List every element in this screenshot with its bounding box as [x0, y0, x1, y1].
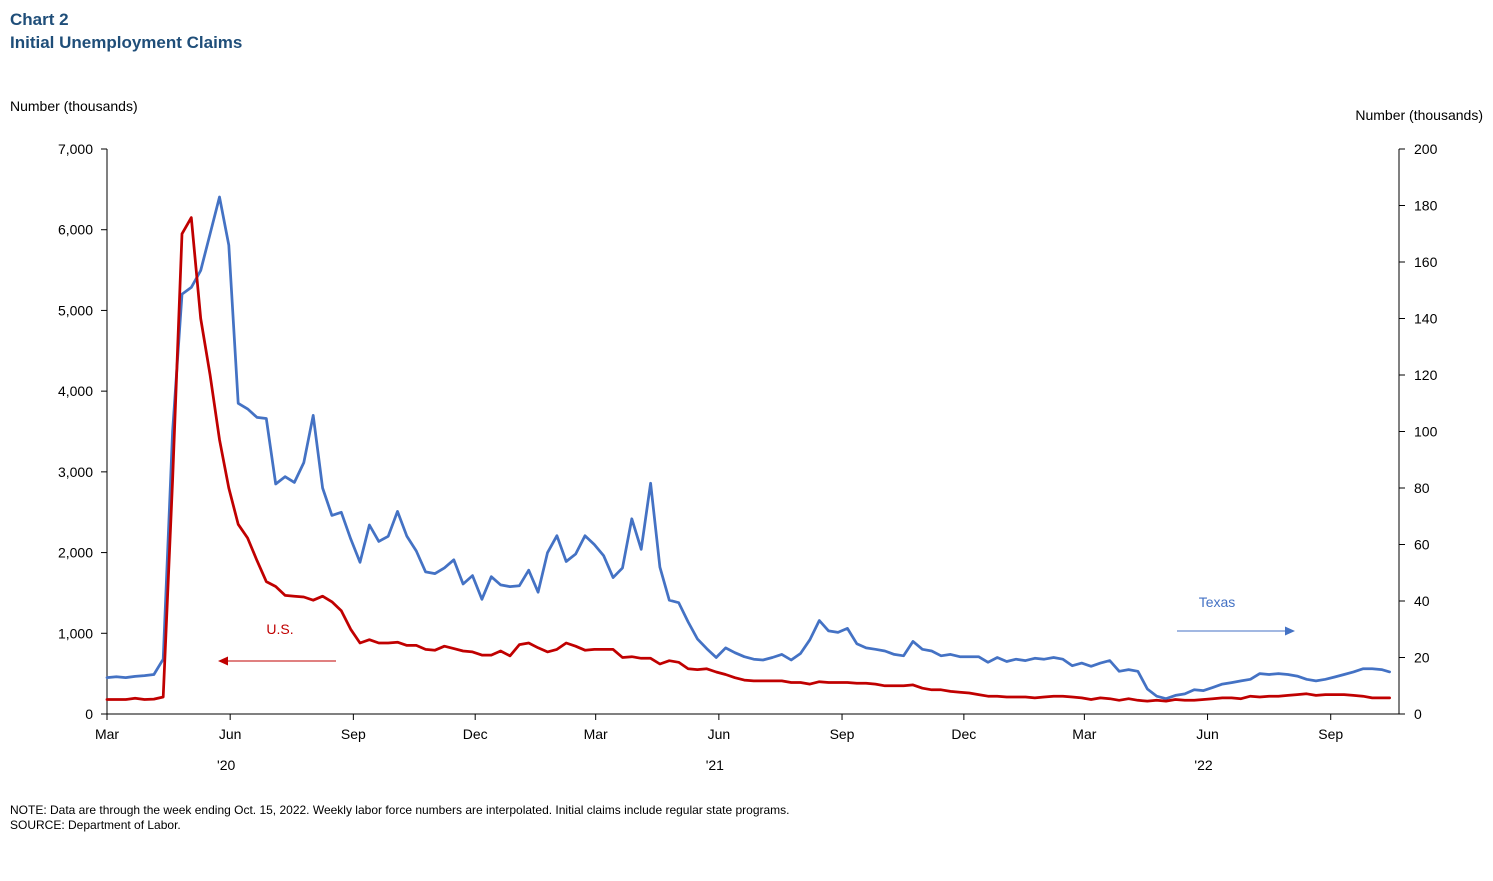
year-label: '20 [217, 757, 235, 773]
right-tick-label: 60 [1414, 537, 1430, 553]
us-arrow-head [218, 656, 228, 666]
left-axis-label: Number (thousands) [10, 98, 138, 114]
right-tick-label: 20 [1414, 650, 1430, 666]
footnote: NOTE: Data are through the week ending O… [10, 803, 790, 817]
texas-arrow-head [1285, 626, 1295, 636]
us-series-label: U.S. [266, 621, 293, 637]
right-tick-label: 140 [1414, 311, 1438, 327]
left-tick-label: 4,000 [58, 383, 93, 399]
x-tick-label: Dec [951, 726, 976, 742]
left-tick-label: 1,000 [58, 625, 93, 641]
left-tick-label: 0 [85, 706, 93, 722]
texas-series-label: Texas [1199, 594, 1236, 610]
year-label: '21 [706, 757, 724, 773]
annotations: U.S. Texas [218, 594, 1295, 666]
right-tick-label: 40 [1414, 593, 1430, 609]
right-tick-label: 200 [1414, 141, 1438, 157]
x-tick-label: Sep [830, 726, 855, 742]
right-tick-label: 100 [1414, 424, 1438, 440]
x-tick-label: Dec [463, 726, 488, 742]
series-lines [105, 195, 1391, 703]
x-tick-label: Sep [341, 726, 366, 742]
right-tick-label: 120 [1414, 367, 1438, 383]
chart-title: Initial Unemployment Claims [10, 33, 243, 52]
x-tick-label: Mar [1072, 726, 1096, 742]
left-tick-label: 2,000 [58, 545, 93, 561]
chart-number: Chart 2 [10, 10, 69, 29]
right-axis-label: Number (thousands) [1355, 107, 1483, 123]
x-tick-label: Jun [1196, 726, 1219, 742]
source-note: SOURCE: Department of Labor. [10, 818, 181, 832]
x-tick-label: Mar [95, 726, 119, 742]
x-tick-label: Sep [1318, 726, 1343, 742]
x-tick-label: Jun [708, 726, 731, 742]
right-tick-label: 0 [1414, 706, 1422, 722]
axes: 0 1,000 2,000 3,000 4,000 5,000 6,000 7,000 0 20 4… [58, 141, 1438, 773]
year-label: '22 [1194, 757, 1212, 773]
right-tick-label: 180 [1414, 198, 1438, 214]
left-tick-label: 7,000 [58, 141, 93, 157]
right-tick-label: 160 [1414, 254, 1438, 270]
left-tick-label: 5,000 [58, 302, 93, 318]
line-chart: Number (thousands) Number (thousands) 0 1… [10, 98, 1483, 773]
us-line [105, 216, 1391, 703]
left-tick-label: 3,000 [58, 464, 93, 480]
left-tick-label: 6,000 [58, 222, 93, 238]
texas-line [105, 195, 1391, 701]
x-tick-label: Jun [219, 726, 242, 742]
x-tick-label: Mar [584, 726, 608, 742]
right-tick-label: 80 [1414, 480, 1430, 496]
